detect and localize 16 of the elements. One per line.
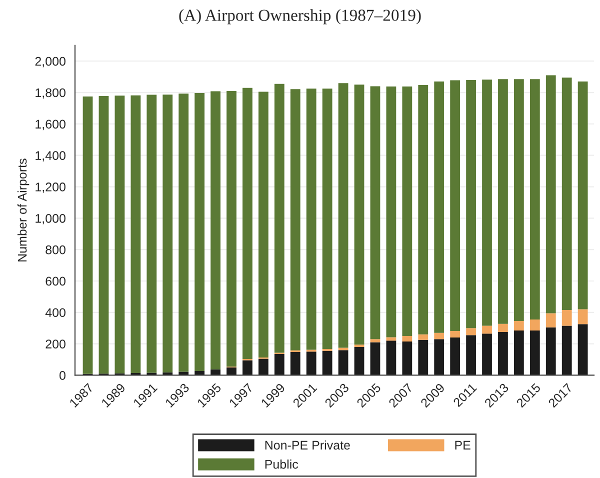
- y-axis-title: Number of Airports: [17, 158, 30, 262]
- y-tick-label: 2,000: [35, 56, 66, 68]
- y-tick-label: 1,000: [36, 214, 66, 224]
- y-tick-label: 1,200: [36, 182, 66, 193]
- y-tick-label: 400: [45, 308, 66, 318]
- y-tick-label: 200: [46, 340, 66, 348]
- y-tick-label: 1,800: [36, 88, 66, 99]
- y-tick-label: 600: [46, 276, 66, 286]
- legend-label: Non-PE Private: [265, 440, 350, 450]
- legend-label: Public: [265, 460, 298, 469]
- legend-label: PE: [455, 440, 470, 450]
- y-tick-label: 1,400: [36, 151, 66, 162]
- y-tick-label: 1,600: [36, 120, 66, 130]
- y-tick-label: 0: [60, 371, 66, 380]
- chart-title: (A) Airport Ownership (1987–2019): [179, 9, 421, 24]
- y-tick-label: 800: [46, 245, 66, 254]
